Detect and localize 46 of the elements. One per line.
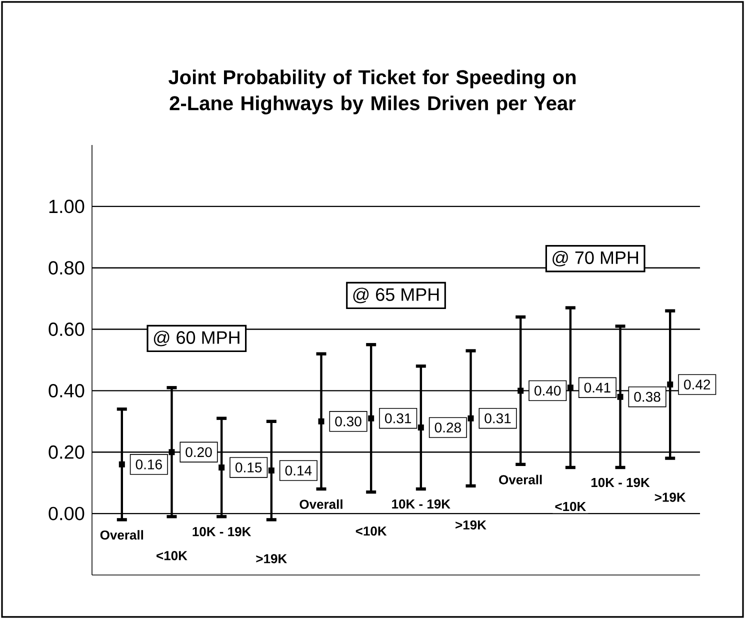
x-tick-label: Overall	[300, 499, 342, 509]
chart-title: Joint Probability of Ticket for Speeding on 2-Lane Highways by Miles Driven per Year	[168, 70, 576, 114]
x-tick-label: >19K	[654, 492, 686, 502]
point	[667, 382, 674, 388]
point	[468, 415, 474, 422]
data-label: 0.40	[534, 386, 561, 396]
data-label: 0.28	[434, 422, 461, 432]
point	[218, 464, 225, 470]
data-label: 0.16	[136, 459, 162, 470]
point	[617, 394, 624, 400]
x-tick-label: >19K	[256, 554, 287, 564]
x-tick-label: 10K - 19K	[192, 527, 252, 536]
y-tick-label: 1.00	[49, 200, 84, 214]
point	[418, 424, 424, 431]
data-label: 0.15	[236, 462, 262, 472]
data-label: 0.14	[285, 466, 312, 476]
point	[118, 461, 125, 468]
y-tick-label: 0.40	[48, 384, 84, 398]
x-tick-label: <10K	[156, 551, 188, 560]
data-label: 0.31	[385, 413, 412, 424]
x-tick-label: <10K	[356, 526, 387, 536]
data-label: 0.41	[584, 382, 610, 393]
point	[318, 418, 324, 424]
point	[168, 449, 175, 456]
x-tick-label: 10K - 19K	[591, 478, 650, 488]
x-tick-label: <10K	[555, 502, 586, 512]
data-label: 0.30	[335, 416, 362, 426]
data-label: 0.20	[186, 447, 212, 458]
point	[368, 415, 374, 422]
point	[268, 468, 274, 474]
annotation: @ 70 MPH	[552, 250, 638, 266]
x-tick-label: 10K - 19K	[392, 499, 450, 509]
y-tick-label: 0.80	[48, 261, 84, 275]
data-label: 0.31	[484, 413, 511, 424]
data-label: 0.38	[634, 392, 660, 402]
annotation: @ 60 MPH	[154, 330, 240, 346]
x-tick-label: >19K	[456, 520, 486, 530]
y-tick-label: 0.60	[48, 322, 84, 336]
point	[567, 384, 574, 391]
x-tick-label: Overall	[499, 474, 542, 484]
y-tick-label: 0.00	[48, 506, 84, 520]
x-tick-label: Overall	[100, 530, 144, 540]
y-tick-label: 0.20	[48, 445, 84, 459]
data-label: 0.42	[684, 380, 710, 390]
point	[518, 388, 524, 394]
annotation: @ 65 MPH	[353, 288, 439, 304]
